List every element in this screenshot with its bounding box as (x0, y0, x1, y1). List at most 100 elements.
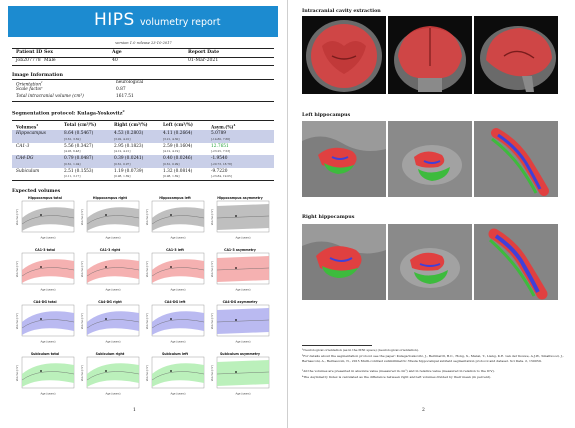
normative-band (22, 259, 74, 283)
x-axis-label: Age (years) (170, 340, 185, 344)
report-banner: HIPS volumetry report (8, 6, 278, 37)
seg-table-rule-top (12, 120, 274, 121)
plot-area: Age (years) Volume (cm³) (146, 356, 205, 396)
normative-band (22, 363, 74, 387)
seg-cell-asym: -1.9540 [-20.73, 18.78] (211, 156, 232, 166)
x-axis-label: Age (years) (105, 392, 120, 396)
normative-band (87, 363, 139, 387)
image-info-row: Orientation1 neurological (16, 80, 266, 88)
col-asym: Asym.(%)4 (211, 123, 236, 131)
plot-title: CA4-DG total (33, 300, 57, 304)
plot-title: CA4-DG left (164, 300, 186, 304)
expected-plot: CA4-DG total Age (years) Volume (cm³) (14, 300, 76, 345)
icc-axial-view (302, 16, 386, 94)
plot-title: Subiculum left (161, 352, 189, 356)
normative-band (152, 207, 204, 231)
expected-plot: Hippocampus total Age (years) Volume (cm³) (14, 196, 76, 241)
age-value: 40 (112, 58, 118, 63)
left-hippo-view-2 (388, 121, 472, 197)
patient-point (105, 318, 107, 320)
plot-area: Age (years) Volume (cm³) (211, 356, 270, 396)
seg-cell-asym: 5.0789 [-14.80, 7.66] (211, 131, 231, 141)
plot-title: Hippocampus asymmetry (217, 196, 263, 200)
seg-table-body: Hippocampus 8.64 (0.5467) [3.61, 3.62] 4.53… (12, 130, 274, 180)
normative-band (87, 207, 139, 231)
col-right: Right (cm³/%) (114, 123, 148, 128)
y-axis-label: Volume (cm³) (211, 209, 214, 225)
seg-cell-total: 8.64 (0.5467) [3.61, 3.62] (64, 131, 94, 141)
patient-point (235, 267, 237, 269)
report-title: HIPS volumetry report (94, 10, 220, 30)
sex-label: Sex (44, 50, 53, 55)
orientation-value: neurological (116, 80, 144, 85)
y-axis-label: Volume (cm³) (146, 365, 149, 381)
right-hippocampus-title: Right hippocampus (302, 214, 355, 220)
expected-plot: CA4-DG left Age (years) Volume (cm³) (144, 300, 206, 345)
y-axis-label: Volume (cm³) (81, 313, 84, 329)
y-axis-label: Volume (cm³) (16, 365, 19, 381)
patient-point (40, 266, 42, 268)
plot-area: Age (years) Volume (cm³) (81, 356, 140, 396)
patient-point (105, 266, 107, 268)
x-axis-label: Age (years) (40, 392, 55, 396)
patient-point (235, 215, 237, 217)
page-divider (287, 0, 288, 428)
patient-point (40, 318, 42, 320)
footnote-3: ³All the volumes are presented in absolu… (302, 369, 495, 373)
patient-point (40, 214, 42, 216)
x-axis-label: Age (years) (40, 340, 55, 344)
normative-band (152, 259, 204, 283)
y-axis-label: Volume (cm³) (146, 209, 149, 225)
expected-plot: Subiculum left Age (years) Volume (cm³) (144, 352, 206, 397)
footnote-2: ²For details about the segmentation prot… (302, 354, 564, 363)
patient-point (170, 318, 172, 320)
y-axis-label: Volume (cm³) (16, 313, 19, 329)
seg-cell-total: 5.56 (0.3427) [4.26, 6.48] (64, 143, 94, 154)
scale-factor-value: 0.87 (116, 87, 126, 92)
icc-coronal-view (388, 16, 472, 94)
y-axis-label: Volume (cm³) (211, 313, 214, 329)
seg-cell-left: 0.40 (0.0246) [0.61, 0.99] (163, 156, 193, 166)
plot-area: Age (years) Volume (cm³) (146, 304, 205, 344)
x-axis-label: Age (years) (105, 288, 120, 292)
plot-area: Age (years) Volume (cm³) (16, 252, 75, 292)
age-label: Age (112, 50, 122, 55)
left-hippo-view-3 (474, 121, 558, 197)
y-axis-label: Volume (cm³) (211, 261, 214, 277)
patient-point (235, 319, 237, 321)
plot-title: CA1-3 total (34, 248, 56, 252)
report-date-label: Report Date (188, 50, 220, 55)
plot-title: CA4-DG right (98, 300, 122, 304)
icc-sagittal-view (474, 16, 558, 94)
normative-band (152, 311, 204, 335)
seg-cell-left: 4.11 (0.2664) [3.21, 4.30] (163, 131, 193, 141)
image-info-row: Total intracranial volume (cm³) 1617.51 (16, 94, 266, 100)
orientation-label: Orientation1 (16, 80, 43, 88)
patient-point (170, 370, 172, 372)
footnote-1: ¹Neurological orientation (as in the MNI… (302, 348, 419, 352)
plot-area: Age (years) Volume (cm³) (211, 252, 270, 292)
report-page-1: HIPS volumetry report version 1.0 releas… (0, 0, 287, 428)
patient-point (170, 266, 172, 268)
report-version: version 1.0 release 23-10-2017 (115, 41, 172, 45)
plot-title: Subiculum asymmetry (220, 352, 260, 356)
report-date-value: 01-Mar-2021 (188, 58, 219, 63)
expected-plot: CA1-3 asymmetry Age (years) Volume (cm³) (209, 248, 271, 293)
y-axis-label: Volume (cm³) (146, 261, 149, 277)
patient-id-value: job207778 (16, 58, 41, 63)
seg-cell-total: 0.79 (0.0487) [0.61, 1.04] (64, 156, 94, 166)
report-page-2: Intracranial cavity extraction Left hipp… (288, 0, 575, 428)
expected-plot: Hippocampus asymmetry Age (years) Volume (… (209, 196, 271, 241)
x-axis-label: Age (years) (40, 288, 55, 292)
plot-area: Age (years) Volume (cm³) (81, 304, 140, 344)
x-axis-label: Age (years) (105, 340, 120, 344)
patient-id-label: Patient ID (16, 50, 43, 55)
segmentation-title: Segmentation protocol: Kulaga-Yoskovitz2 (12, 109, 125, 117)
seg-cell-right: 0.39 (0.0241) [0.61, 0.97] (114, 156, 144, 166)
x-axis-label: Age (years) (105, 236, 120, 240)
col-left: Left (cm³/%) (163, 123, 193, 128)
plot-area: Age (years) Volume (cm³) (211, 200, 270, 240)
region-name: Hippocampus (16, 131, 46, 136)
plot-area: Age (years) Volume (cm³) (16, 356, 75, 396)
expected-plot: CA4-DG right Age (years) Volume (cm³) (79, 300, 141, 345)
